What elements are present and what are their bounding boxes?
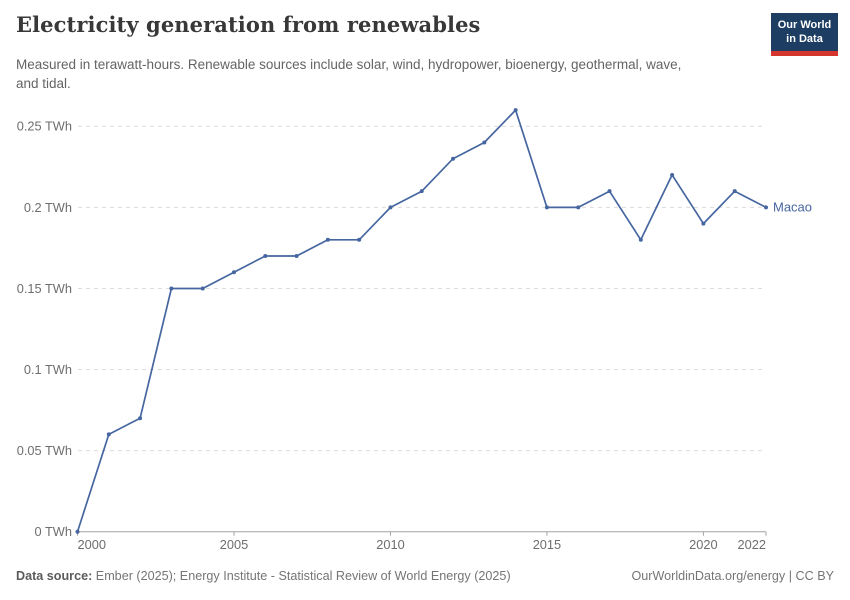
data-point-2002[interactable]	[138, 416, 143, 421]
x-tick-label: 2010	[376, 537, 404, 552]
y-tick-label: 0.2 TWh	[24, 200, 72, 215]
y-tick-label: 0 TWh	[35, 524, 72, 539]
data-point-2012[interactable]	[451, 156, 456, 161]
data-point-2018[interactable]	[638, 237, 643, 242]
chart-subtitle: Measured in terawatt-hours. Renewable so…	[16, 57, 682, 91]
data-point-2000[interactable]	[75, 529, 80, 534]
data-point-2007[interactable]	[294, 254, 299, 259]
data-point-2022[interactable]	[764, 205, 768, 210]
data-point-2020[interactable]	[701, 221, 706, 226]
data-point-2010[interactable]	[388, 205, 393, 210]
line-chart[interactable]: 0 TWh 0.05 TWh 0.1 TWh 0.15 TWh 0.2 TWh 0.25 …	[0, 95, 850, 565]
owid-logo-line2: in Data	[786, 33, 823, 46]
data-point-2006[interactable]	[263, 254, 268, 259]
data-point-2005[interactable]	[231, 270, 236, 275]
x-tick-label: 2005	[220, 537, 248, 552]
data-point-2001[interactable]	[106, 432, 111, 437]
owid-logo[interactable]: Our World in Data	[771, 13, 838, 56]
data-source-text: Ember (2025); Energy Institute - Statist…	[92, 569, 511, 583]
data-point-2011[interactable]	[419, 189, 424, 194]
page-title: Electricity generation from renewables	[16, 12, 481, 37]
data-point-2003[interactable]	[169, 286, 174, 291]
y-tick-label: 0.1 TWh	[24, 362, 72, 377]
data-point-2019[interactable]	[670, 172, 675, 177]
data-point-2014[interactable]	[513, 108, 518, 113]
data-point-2017[interactable]	[607, 189, 612, 194]
data-source-label: Data source:	[16, 569, 93, 583]
x-tick-label: 2022	[738, 537, 766, 552]
data-point-2009[interactable]	[357, 237, 362, 242]
y-tick-label: 0.25 TWh	[17, 119, 72, 134]
series-line-macao[interactable]	[76, 109, 767, 533]
y-tick-label: 0.15 TWh	[17, 281, 72, 296]
y-tick-label: 0.05 TWh	[17, 443, 72, 458]
data-point-2004[interactable]	[200, 286, 205, 291]
x-tick-label: 2000	[78, 537, 106, 552]
data-point-2016[interactable]	[576, 205, 581, 210]
credit-link[interactable]: OurWorldinData.org/energy | CC BY	[631, 569, 834, 583]
series-label-macao[interactable]: Macao	[773, 200, 812, 215]
data-point-2008[interactable]	[325, 237, 330, 242]
data-point-2015[interactable]	[544, 205, 549, 210]
owid-logo-line1: Our World	[777, 19, 832, 31]
data-point-2013[interactable]	[482, 140, 487, 145]
data-point-2021[interactable]	[732, 189, 737, 194]
x-tick-label: 2015	[533, 537, 561, 552]
chart-footer: Data source: Ember (2025); Energy Instit…	[16, 569, 834, 583]
x-tick-label: 2020	[689, 537, 717, 552]
data-source: Data source: Ember (2025); Energy Instit…	[16, 569, 511, 583]
